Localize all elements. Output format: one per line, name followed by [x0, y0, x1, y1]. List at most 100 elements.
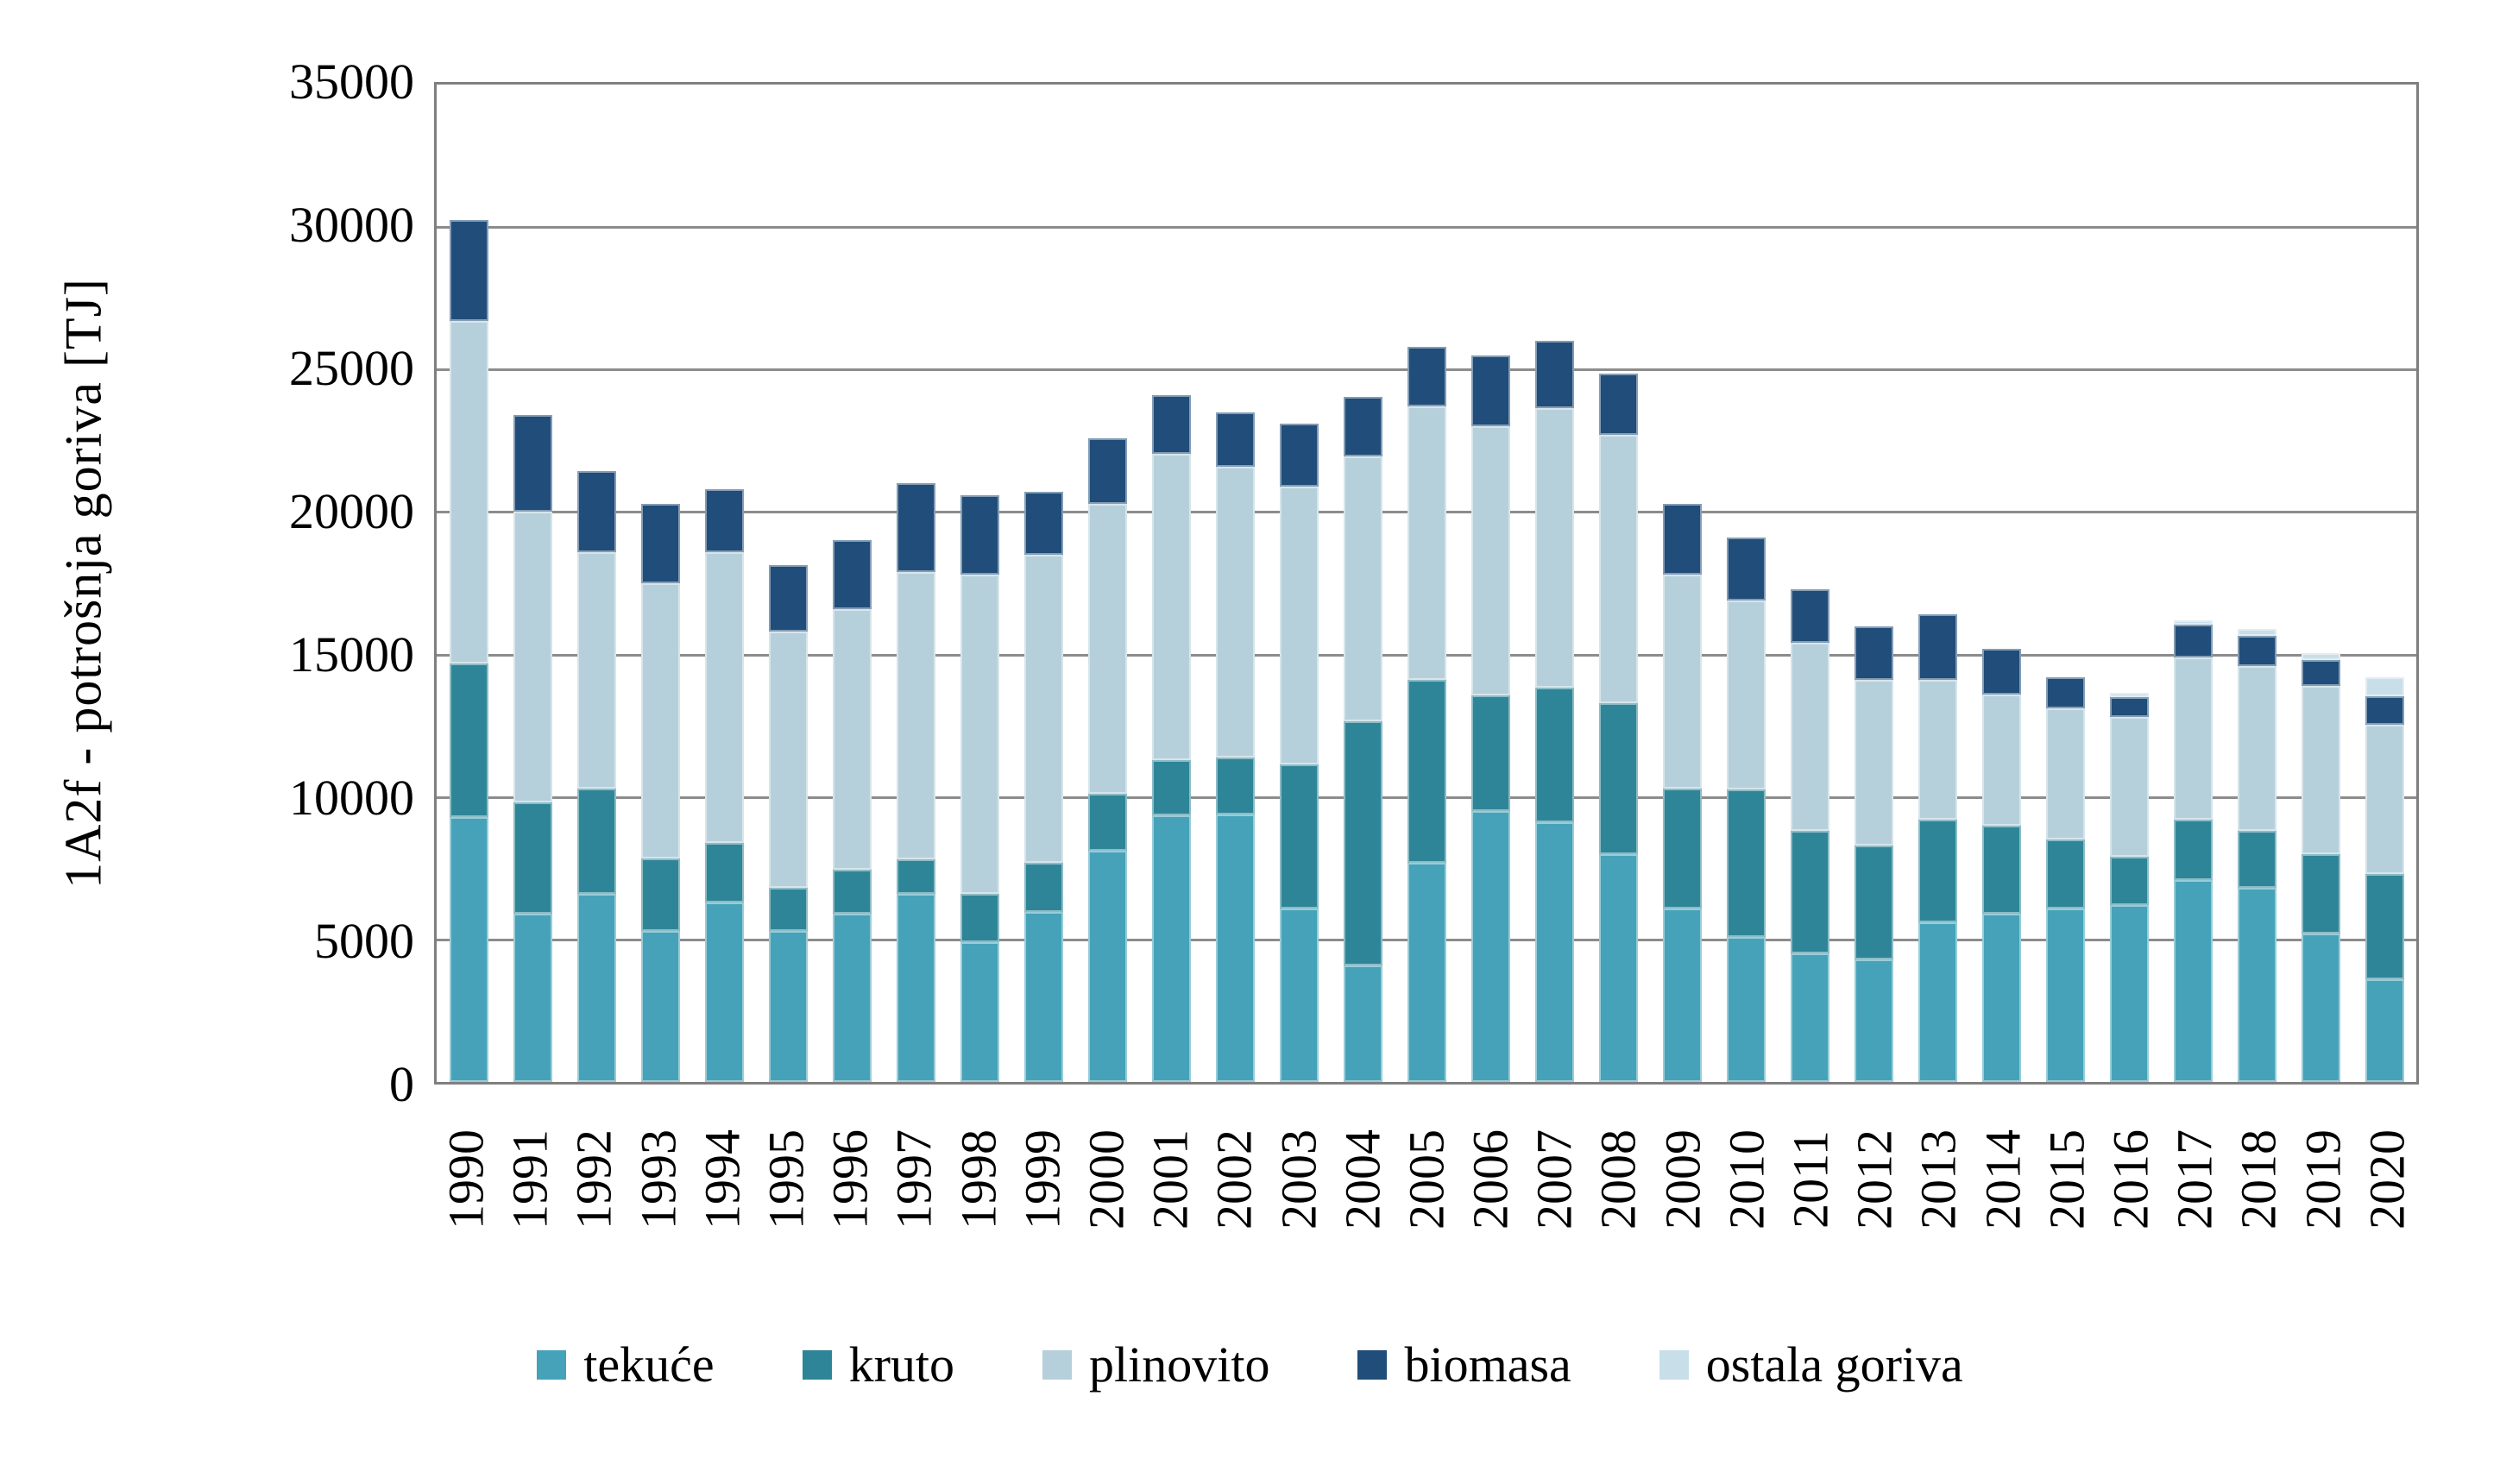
bar-segment-2018-kruto: [2237, 831, 2276, 889]
bar-segment-2002-kruto: [1215, 757, 1255, 814]
bar-2018: [2237, 85, 2276, 1082]
bar-segment-1994-tekuće: [704, 902, 744, 1082]
y-tick-5000: 5000: [314, 913, 414, 969]
x-label-slot-2003: 2003: [1266, 1097, 1330, 1261]
bar-2008: [1598, 85, 1638, 1082]
bar-segment-2001-kruto: [1151, 759, 1191, 816]
bar-segment-2020-biomasa: [2365, 695, 2404, 725]
bar-slot-2001: [1139, 85, 1203, 1082]
bar-segment-2010-biomasa: [1726, 538, 1766, 601]
bar-segment-2005-kruto: [1407, 680, 1446, 863]
bar-segment-2014-kruto: [1981, 825, 2021, 915]
x-label-2000: 2000: [1078, 1129, 1135, 1229]
bar-slot-2013: [1905, 85, 1969, 1082]
bars: [437, 85, 2416, 1082]
x-label-2016: 2016: [2102, 1129, 2159, 1229]
legend-item-tekuće: tekuće: [537, 1336, 715, 1393]
bar-2003: [1279, 85, 1319, 1082]
bar-segment-2014-tekuće: [1981, 914, 2021, 1082]
x-label-slot-2007: 2007: [1522, 1097, 1586, 1261]
x-label-slot-1992: 1992: [562, 1097, 626, 1261]
bar-2001: [1151, 85, 1191, 1082]
bar-slot-1991: [501, 85, 564, 1082]
legend-label-tekuće: tekuće: [583, 1336, 715, 1393]
bar-segment-2004-biomasa: [1343, 396, 1382, 457]
y-tick-10000: 10000: [289, 770, 414, 826]
bar-1990: [449, 85, 488, 1082]
bar-segment-2011-biomasa: [1790, 588, 1829, 644]
bar-segment-2004-tekuće: [1343, 965, 1382, 1082]
bar-segment-1993-kruto: [640, 858, 680, 931]
x-label-1998: 1998: [950, 1129, 1007, 1229]
bar-segment-2013-tekuće: [1918, 922, 1957, 1082]
bar-2004: [1343, 85, 1382, 1082]
bar-segment-2018-tekuće: [2237, 888, 2276, 1082]
bar-segment-1991-tekuće: [513, 914, 552, 1082]
bar-slot-1998: [948, 85, 1011, 1082]
bar-segment-2013-kruto: [1918, 820, 1957, 923]
y-axis-title: 1A2f - potrošnja goriva [TJ]: [54, 278, 112, 889]
bar-segment-1999-kruto: [1023, 862, 1063, 913]
x-label-2008: 2008: [1590, 1129, 1647, 1229]
x-label-2011: 2011: [1782, 1130, 1839, 1229]
bar-slot-2007: [1522, 85, 1586, 1082]
legend-swatch-plinovito: [1042, 1349, 1073, 1380]
bar-segment-1995-kruto: [768, 888, 808, 931]
bar-segment-1996-plinovito: [832, 608, 872, 870]
y-tick-0: 0: [389, 1056, 414, 1112]
bar-segment-2000-kruto: [1087, 794, 1127, 852]
bar-segment-2019-biomasa: [2301, 660, 2340, 686]
x-label-slot-2000: 2000: [1074, 1097, 1138, 1261]
x-label-slot-2019: 2019: [2290, 1097, 2354, 1261]
bar-segment-1995-biomasa: [768, 564, 808, 632]
bar-segment-2003-plinovito: [1279, 486, 1319, 764]
bar-segment-2018-plinovito: [2237, 665, 2276, 832]
bar-slot-1999: [1011, 85, 1075, 1082]
bar-segment-1998-tekuće: [960, 942, 999, 1082]
bar-2013: [1918, 85, 1957, 1082]
x-label-2010: 2010: [1718, 1129, 1775, 1229]
bar-segment-1996-biomasa: [832, 540, 872, 609]
bar-segment-1995-plinovito: [768, 632, 808, 889]
x-label-2018: 2018: [2230, 1129, 2287, 1229]
bar-slot-1995: [756, 85, 820, 1082]
bar-segment-2017-plinovito: [2173, 657, 2213, 821]
x-label-2004: 2004: [1334, 1129, 1391, 1229]
bar-segment-2018-biomasa: [2237, 636, 2276, 666]
x-label-1990: 1990: [438, 1129, 494, 1229]
y-tick-35000: 35000: [289, 53, 414, 110]
bar-segment-1994-plinovito: [704, 551, 744, 843]
y-tick-20000: 20000: [289, 483, 414, 539]
bar-slot-2003: [1267, 85, 1331, 1082]
x-label-slot-1995: 1995: [754, 1097, 818, 1261]
x-label-2014: 2014: [1974, 1129, 2031, 1229]
x-label-slot-2005: 2005: [1395, 1097, 1458, 1261]
bar-segment-1992-kruto: [576, 788, 616, 895]
bar-segment-1999-biomasa: [1023, 492, 1063, 555]
x-label-slot-2013: 2013: [1906, 1097, 1970, 1261]
bar-2014: [1981, 85, 2021, 1082]
bar-segment-1996-kruto: [832, 869, 872, 915]
bar-segment-2005-tekuće: [1407, 862, 1446, 1082]
bar-segment-2003-kruto: [1279, 764, 1319, 909]
bar-segment-2015-tekuće: [2045, 908, 2085, 1082]
bar-segment-2014-biomasa: [1981, 649, 2021, 695]
bar-segment-1992-plinovito: [576, 551, 616, 789]
bar-1995: [768, 85, 808, 1082]
bar-segment-2006-kruto: [1470, 695, 1510, 812]
x-label-2012: 2012: [1846, 1129, 1903, 1229]
bar-segment-2006-biomasa: [1470, 355, 1510, 427]
legend-label-kruto: kruto: [848, 1336, 955, 1393]
bar-segment-2010-tekuće: [1726, 936, 1766, 1082]
bar-segment-2009-kruto: [1662, 788, 1702, 909]
bar-segment-1998-kruto: [960, 894, 999, 943]
bar-1997: [896, 85, 935, 1082]
bar-segment-1999-plinovito: [1023, 554, 1063, 863]
bar-slot-2008: [1586, 85, 1650, 1082]
bar-segment-2001-plinovito: [1151, 453, 1191, 760]
bar-segment-1990-plinovito: [449, 321, 488, 663]
bar-segment-1998-plinovito: [960, 575, 999, 895]
bar-segment-2002-tekuće: [1215, 814, 1255, 1082]
x-label-slot-2006: 2006: [1458, 1097, 1522, 1261]
bar-segment-2008-kruto: [1598, 702, 1638, 854]
